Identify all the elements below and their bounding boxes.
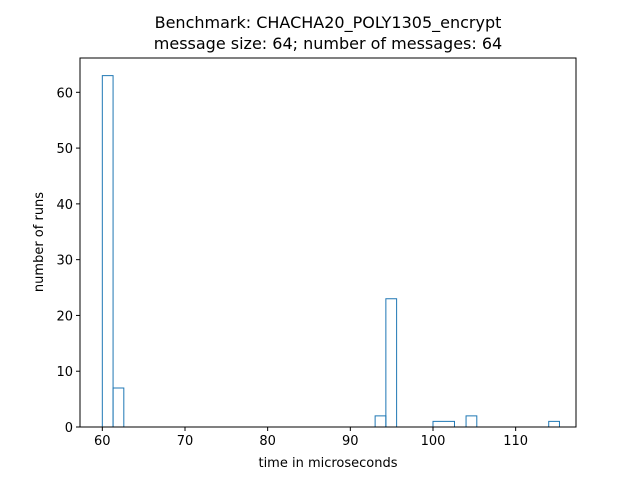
y-tick-label-5: 50 [56, 142, 73, 157]
x-tick-label-3: 90 [342, 434, 359, 449]
histogram-bin-6 [548, 420, 560, 427]
histogram-bin-0 [101, 75, 114, 427]
chart-title: Benchmark: CHACHA20_POLY1305_encrypt [155, 13, 502, 33]
histogram-bin-4 [432, 420, 455, 427]
x-tick-label-2: 80 [259, 434, 276, 449]
x-axis-ticks: 60 70 80 90 100 110 [94, 427, 528, 449]
y-tick-label-2: 20 [56, 309, 73, 324]
x-axis-label: time in microseconds [258, 456, 397, 471]
x-tick-label-4: 100 [421, 434, 446, 449]
y-tick-label-1: 10 [56, 365, 73, 380]
y-tick-label-4: 40 [56, 198, 73, 213]
x-tick-label-5: 110 [503, 434, 528, 449]
y-tick-label-3: 30 [56, 254, 73, 269]
x-tick-label-1: 70 [177, 434, 194, 449]
plot-frame [79, 57, 577, 428]
y-tick-label-6: 60 [56, 86, 73, 101]
histogram-bin-2 [374, 415, 387, 427]
histogram-bin-1 [112, 387, 125, 427]
y-axis-label: number of runs [32, 192, 47, 292]
plot-area [101, 75, 560, 427]
histogram-bin-5 [465, 415, 478, 427]
y-tick-label-0: 0 [65, 421, 73, 436]
y-axis-ticks: 0 10 20 30 40 50 60 [56, 86, 80, 436]
chart-subtitle: message size: 64; number of messages: 64 [154, 34, 502, 53]
histogram-bin-3 [385, 298, 398, 427]
x-tick-label-0: 60 [94, 434, 111, 449]
